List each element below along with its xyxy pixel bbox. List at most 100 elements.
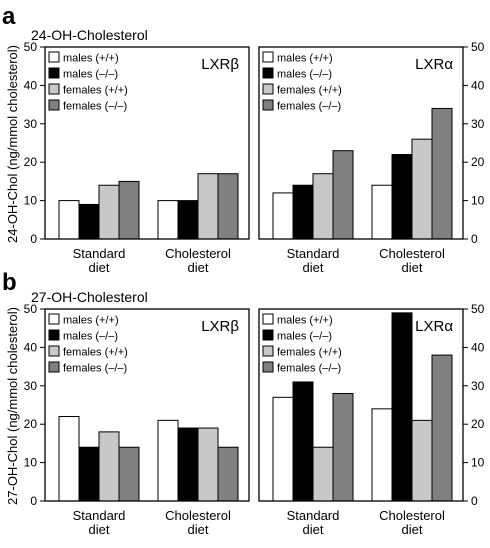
bar-s4-g1 — [118, 180, 140, 240]
bar-s4-g2 — [217, 446, 239, 502]
y-tick-label: 40 — [24, 340, 38, 354]
legend-swatch — [48, 345, 60, 357]
category-label: Cholesterol — [165, 246, 231, 261]
legend-swatch — [48, 83, 60, 95]
category-label: diet — [402, 522, 423, 537]
legend-swatch — [262, 313, 274, 325]
legend-label: males (+/+) — [63, 315, 119, 327]
y-tick-label: 40 — [471, 78, 485, 92]
legend-label: females (+/+) — [277, 347, 342, 359]
y-tick-label: 0 — [471, 494, 478, 508]
bar-s1-g2 — [371, 408, 393, 502]
category-label: diet — [89, 260, 110, 275]
bar-s4-g2 — [431, 107, 453, 240]
y-tick-label: 0 — [30, 494, 37, 508]
y-tick-label: 10 — [471, 456, 485, 470]
chart-2: 01020304050StandarddietCholesteroldietma… — [258, 40, 485, 275]
bar-s1-g1 — [58, 200, 80, 240]
y-tick-label: 30 — [471, 117, 485, 131]
y-tick-label: 10 — [24, 456, 38, 470]
bar-s1-g2 — [371, 184, 393, 240]
legend-label: males (–/–) — [277, 331, 332, 343]
category-label: diet — [303, 522, 324, 537]
bar-s2-g1 — [292, 381, 314, 502]
y-tick-label: 20 — [24, 417, 38, 431]
category-label: Cholesterol — [165, 508, 231, 523]
legend-swatch — [48, 313, 60, 325]
bar-s1-g1 — [272, 396, 294, 502]
y-tick-label: 50 — [24, 302, 38, 316]
category-label: diet — [188, 522, 209, 537]
y-tick-label: 10 — [471, 194, 485, 208]
category-label: Standard — [73, 508, 126, 523]
bar-s2-g2 — [177, 427, 199, 502]
y-tick-label: 40 — [24, 78, 38, 92]
category-label: Standard — [287, 246, 340, 261]
category-label: Standard — [287, 508, 340, 523]
bar-s4-g1 — [332, 392, 354, 502]
legend-swatch — [262, 67, 274, 79]
legend-swatch — [262, 361, 274, 373]
plot-frame — [44, 308, 250, 502]
category-label: diet — [303, 260, 324, 275]
bar-s2-g1 — [292, 184, 314, 240]
chart-3: 01020304050StandarddietCholesteroldietma… — [24, 302, 250, 537]
plot-frame — [258, 46, 464, 240]
panel-label: LXRβ — [201, 56, 239, 73]
y-tick-label: 50 — [471, 40, 485, 54]
panel-letter-a: a — [2, 3, 16, 30]
panel-title-24oh: 24-OH-Cholesterol — [31, 27, 148, 43]
y-tick-label: 20 — [471, 417, 485, 431]
legend-swatch — [48, 51, 60, 63]
legend-label: females (+/+) — [277, 85, 342, 97]
legend-label: males (+/+) — [277, 315, 333, 327]
category-label: Standard — [73, 246, 126, 261]
bar-s2-g2 — [391, 312, 413, 502]
y-axis-label-24oh: 24-OH-Chol (ng/mmol cholesterol) — [5, 45, 20, 243]
bar-s2-g2 — [177, 200, 199, 240]
bar-s2-g2 — [391, 154, 413, 240]
bar-s1-g1 — [58, 416, 80, 502]
legend-label: females (–/–) — [63, 101, 127, 113]
y-tick-label: 40 — [471, 340, 485, 354]
panel-letter-b: b — [2, 269, 17, 296]
y-tick-label: 50 — [24, 40, 38, 54]
plot-frame — [258, 308, 464, 502]
y-tick-label: 0 — [471, 232, 478, 246]
bar-s2-g1 — [78, 446, 100, 502]
bar-s3-g2 — [411, 419, 433, 502]
y-tick-label: 20 — [24, 155, 38, 169]
legend-label: females (–/–) — [63, 363, 127, 375]
bar-s3-g1 — [312, 173, 334, 240]
bar-s1-g2 — [157, 419, 179, 502]
legend-label: males (–/–) — [63, 331, 118, 343]
legend-label: males (–/–) — [63, 69, 118, 81]
y-axis-label-27oh: 27-OH-Chol (ng/mmol cholesterol) — [5, 307, 20, 505]
category-label: diet — [402, 260, 423, 275]
bar-s4-g2 — [431, 354, 453, 502]
category-label: diet — [188, 260, 209, 275]
legend-swatch — [48, 361, 60, 373]
legend-label: females (–/–) — [277, 363, 341, 375]
bar-s1-g1 — [272, 192, 294, 240]
category-label: Cholesterol — [379, 246, 445, 261]
legend-swatch — [48, 67, 60, 79]
legend-swatch — [262, 83, 274, 95]
bar-s4-g1 — [332, 150, 354, 240]
chart-1: 01020304050StandarddietCholesteroldietma… — [24, 40, 250, 275]
legend-label: males (–/–) — [277, 69, 332, 81]
legend-swatch — [262, 99, 274, 111]
legend-swatch — [48, 329, 60, 341]
bar-s3-g2 — [197, 427, 219, 502]
chart-4: 01020304050StandarddietCholesteroldietma… — [258, 302, 485, 537]
y-tick-label: 10 — [24, 194, 38, 208]
bar-s3-g1 — [98, 431, 120, 502]
y-tick-label: 30 — [24, 379, 38, 393]
bar-s3-g1 — [98, 184, 120, 240]
category-label: diet — [89, 522, 110, 537]
y-tick-label: 30 — [24, 117, 38, 131]
plot-frame — [44, 46, 250, 240]
charts-layer: 01020304050StandarddietCholesteroldietma… — [24, 40, 485, 537]
